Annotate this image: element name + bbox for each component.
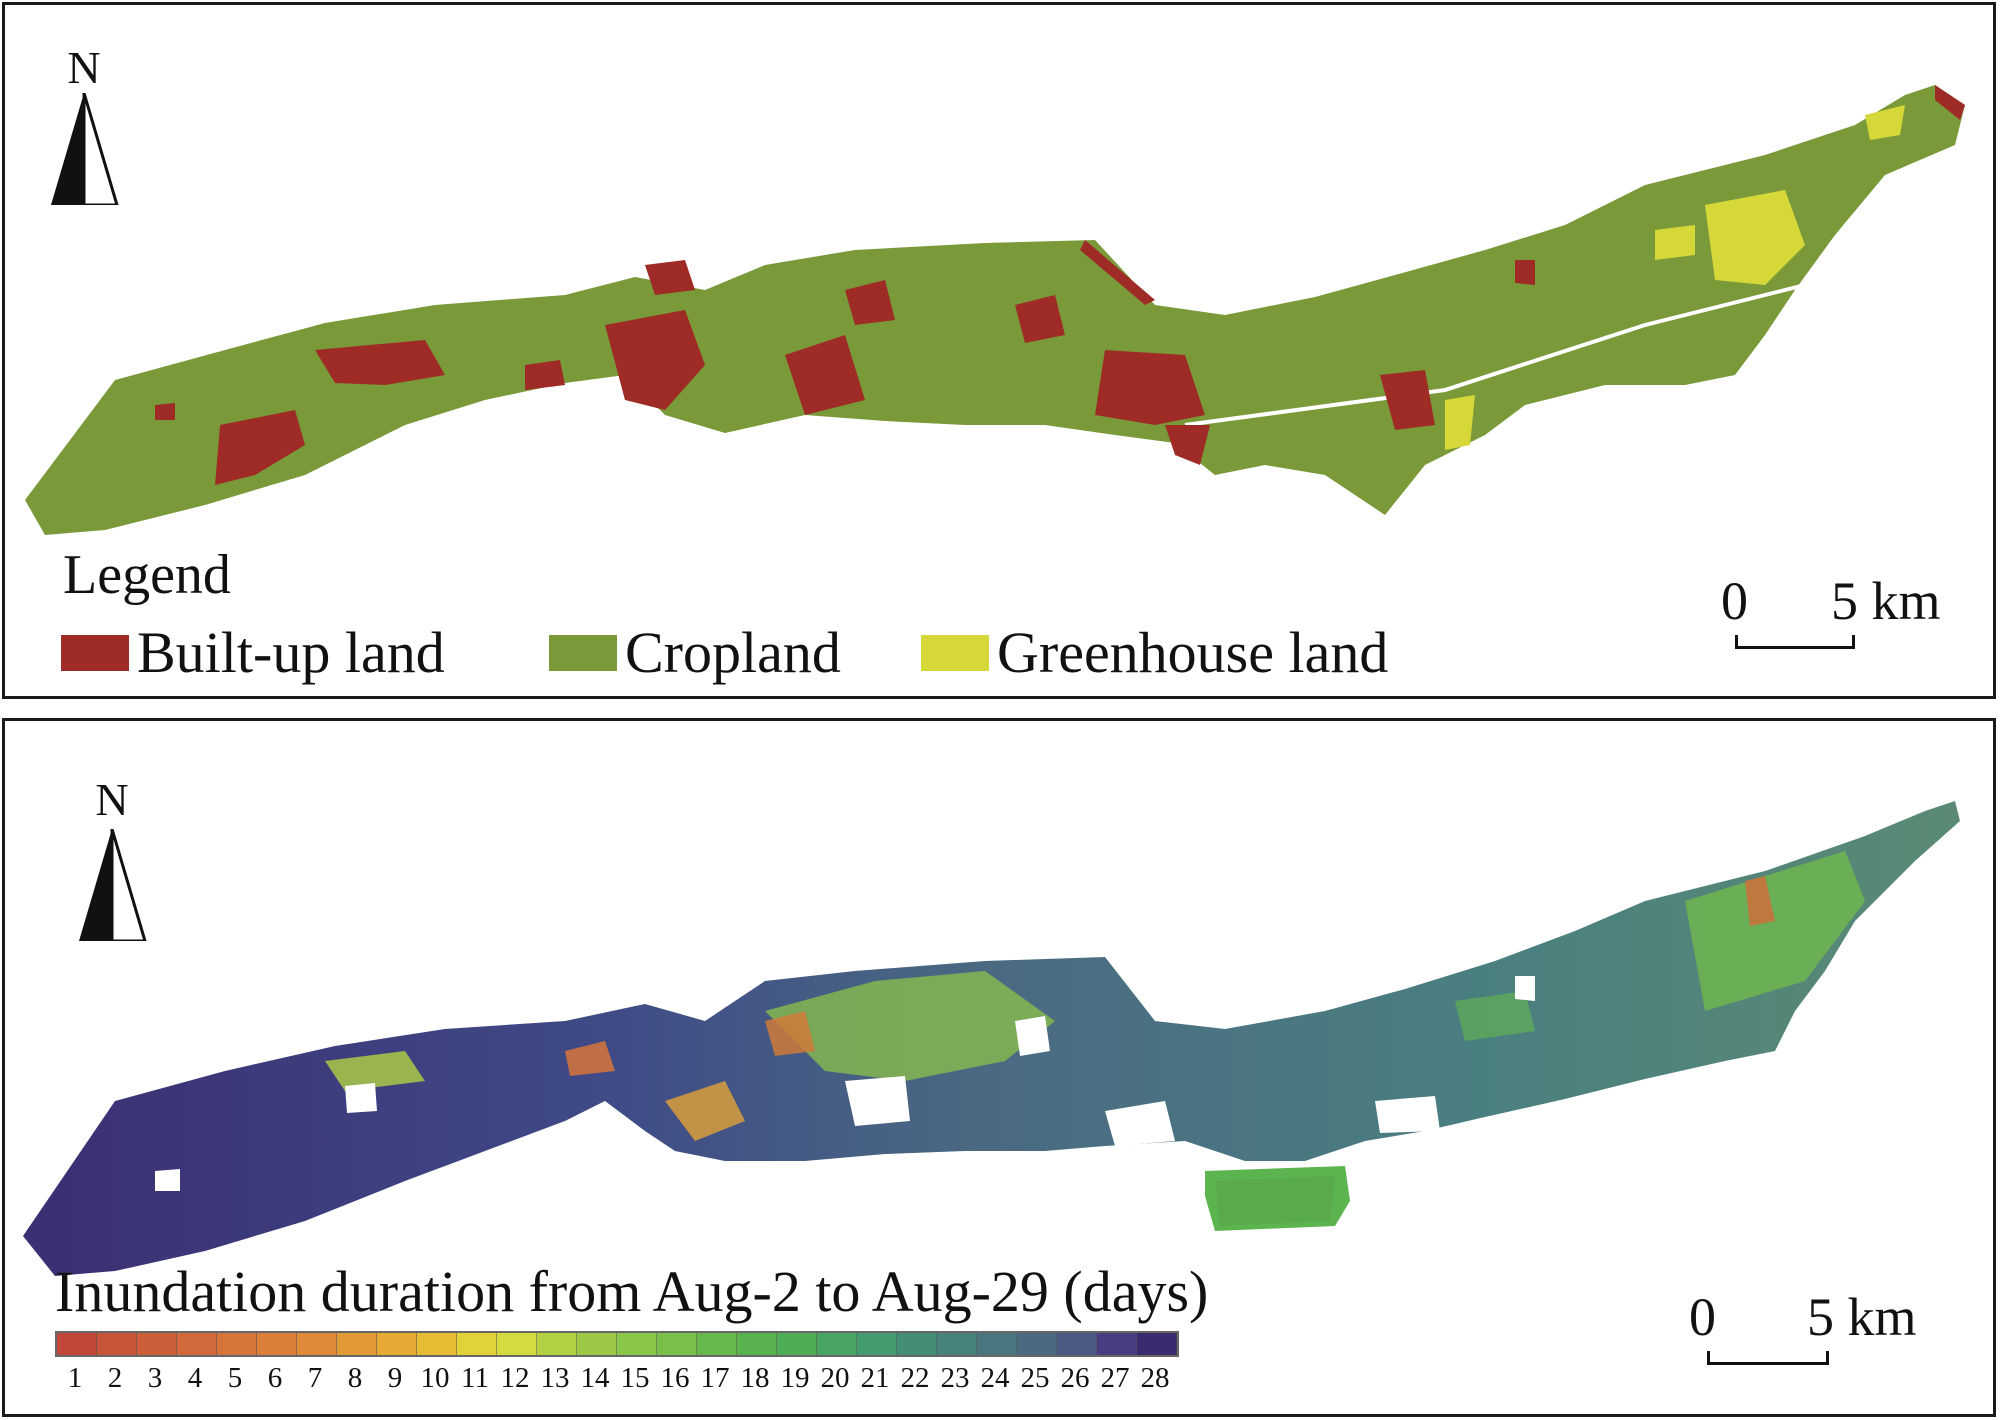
- legend-item-cropland: Cropland: [549, 623, 841, 683]
- colorbar-tick-label: 8: [347, 1362, 363, 1394]
- colorbar-tick-label: 7: [307, 1362, 323, 1394]
- colorbar-tick-label: 16: [660, 1362, 690, 1394]
- colorbar-segment: [217, 1333, 257, 1355]
- colorbar-segment: [1097, 1333, 1137, 1355]
- colorbar-tick-label: 12: [500, 1362, 530, 1394]
- legend-label: Cropland: [625, 620, 841, 685]
- legend-item-built-up: Built-up land: [61, 623, 445, 683]
- colorbar-segment: [617, 1333, 657, 1355]
- inundation-map: [23, 801, 1960, 1276]
- colorbar-tick-label: 13: [540, 1362, 570, 1394]
- colorbar-tick-label: 14: [580, 1362, 610, 1394]
- colorbar-tick-label: 10: [420, 1362, 450, 1394]
- scale-bar-line: [1707, 1351, 1829, 1365]
- land-use-map: [25, 85, 1965, 535]
- north-label: N: [67, 42, 101, 93]
- colorbar-segment: [337, 1333, 377, 1355]
- north-arrow-icon: [51, 93, 119, 205]
- north-arrow: N: [49, 45, 119, 205]
- colorbar-segment: [497, 1333, 537, 1355]
- colorbar-segment: [1017, 1333, 1057, 1355]
- short-duration-patches: [325, 851, 1865, 1231]
- colorbar-tick-label: 25: [1020, 1362, 1050, 1394]
- colorbar-segment: [417, 1333, 457, 1355]
- colorbar-title: Inundation duration from Aug-2 to Aug-29…: [55, 1259, 1209, 1324]
- legend-swatch-built-up: [61, 635, 129, 671]
- colorbar-tick-label: 20: [820, 1362, 850, 1394]
- colorbar-ticks: 1 2 3 4 5 6 7 8 9 10 11 12 13 14 15 16 17 18 19 20 21 22 23 24 2…: [55, 1361, 1175, 1395]
- built-up-patches: [155, 85, 1965, 485]
- colorbar-segment: [857, 1333, 897, 1355]
- colorbar-segment: [737, 1333, 777, 1355]
- legend-swatch-cropland: [549, 635, 617, 671]
- colorbar-segment: [977, 1333, 1017, 1355]
- colorbar-segment: [457, 1333, 497, 1355]
- colorbar-segment: [297, 1333, 337, 1355]
- colorbar: [55, 1331, 1179, 1357]
- colorbar-segment: [1057, 1333, 1097, 1355]
- colorbar-segment: [257, 1333, 297, 1355]
- colorbar-segment: [577, 1333, 617, 1355]
- colorbar-tick-label: 23: [940, 1362, 970, 1394]
- scale-bar-line: [1735, 635, 1855, 649]
- colorbar-segment: [937, 1333, 977, 1355]
- scale-end-label: 5 km: [1831, 571, 1941, 631]
- scale-zero-label: 0: [1721, 571, 1748, 631]
- scale-zero-label: 0: [1689, 1287, 1716, 1347]
- legend-item-greenhouse: Greenhouse land: [921, 623, 1388, 683]
- scale-bar: 0 5 km: [1689, 1289, 1949, 1389]
- scale-end-label: 5 km: [1807, 1287, 1917, 1347]
- colorbar-segment: [777, 1333, 817, 1355]
- colorbar-segment: [537, 1333, 577, 1355]
- inundation-map-panel: N Inundation duration from Aug-2 to Aug-…: [2, 718, 1996, 1417]
- colorbar-tick-label: 19: [780, 1362, 810, 1394]
- colorbar-tick-label: 26: [1060, 1362, 1090, 1394]
- colorbar-tick-label: 4: [187, 1362, 203, 1394]
- colorbar-segment: [57, 1333, 97, 1355]
- colorbar-tick-label: 6: [267, 1362, 283, 1394]
- colorbar-segment: [137, 1333, 177, 1355]
- colorbar-segment: [377, 1333, 417, 1355]
- north-arrow-icon: [79, 829, 147, 941]
- colorbar-tick-label: 2: [107, 1362, 123, 1394]
- colorbar-segment: [697, 1333, 737, 1355]
- colorbar-tick-label: 3: [147, 1362, 163, 1394]
- colorbar-segment: [897, 1333, 937, 1355]
- colorbar-tick-label: 1: [67, 1362, 83, 1394]
- colorbar-tick-label: 17: [700, 1362, 730, 1394]
- legend-label: Greenhouse land: [997, 620, 1389, 685]
- colorbar-tick-label: 28: [1140, 1362, 1170, 1394]
- colorbar-segment: [817, 1333, 857, 1355]
- colorbar-tick-label: 18: [740, 1362, 770, 1394]
- greenhouse-patches: [1445, 105, 1905, 450]
- colorbar-tick-label: 21: [860, 1362, 890, 1394]
- colorbar-segment: [177, 1333, 217, 1355]
- cropland-area: [25, 85, 1965, 535]
- road-line: [1184, 263, 1886, 427]
- colorbar-tick-label: 11: [461, 1362, 489, 1394]
- north-label: N: [95, 774, 129, 825]
- legend-title: Legend: [63, 544, 231, 606]
- land-use-map-panel: N Legend Built-up land Cropland Greenhou…: [2, 2, 1996, 699]
- colorbar-tick-label: 24: [980, 1362, 1010, 1394]
- colorbar-tick-label: 15: [620, 1362, 650, 1394]
- colorbar-segment: [97, 1333, 137, 1355]
- scale-bar: 0 5 km: [1721, 573, 1981, 673]
- north-arrow-lower-panel: N: [77, 777, 147, 942]
- colorbar-tick-label: 9: [387, 1362, 403, 1394]
- colorbar-tick-label: 27: [1100, 1362, 1130, 1394]
- legend-label: Built-up land: [137, 620, 445, 685]
- colorbar-segment: [657, 1333, 697, 1355]
- non-inundated-gaps: [155, 976, 1535, 1191]
- colorbar-segment: [1137, 1333, 1177, 1355]
- legend-swatch-greenhouse: [921, 635, 989, 671]
- colorbar-tick-label: 5: [227, 1362, 243, 1394]
- colorbar-tick-label: 22: [900, 1362, 930, 1394]
